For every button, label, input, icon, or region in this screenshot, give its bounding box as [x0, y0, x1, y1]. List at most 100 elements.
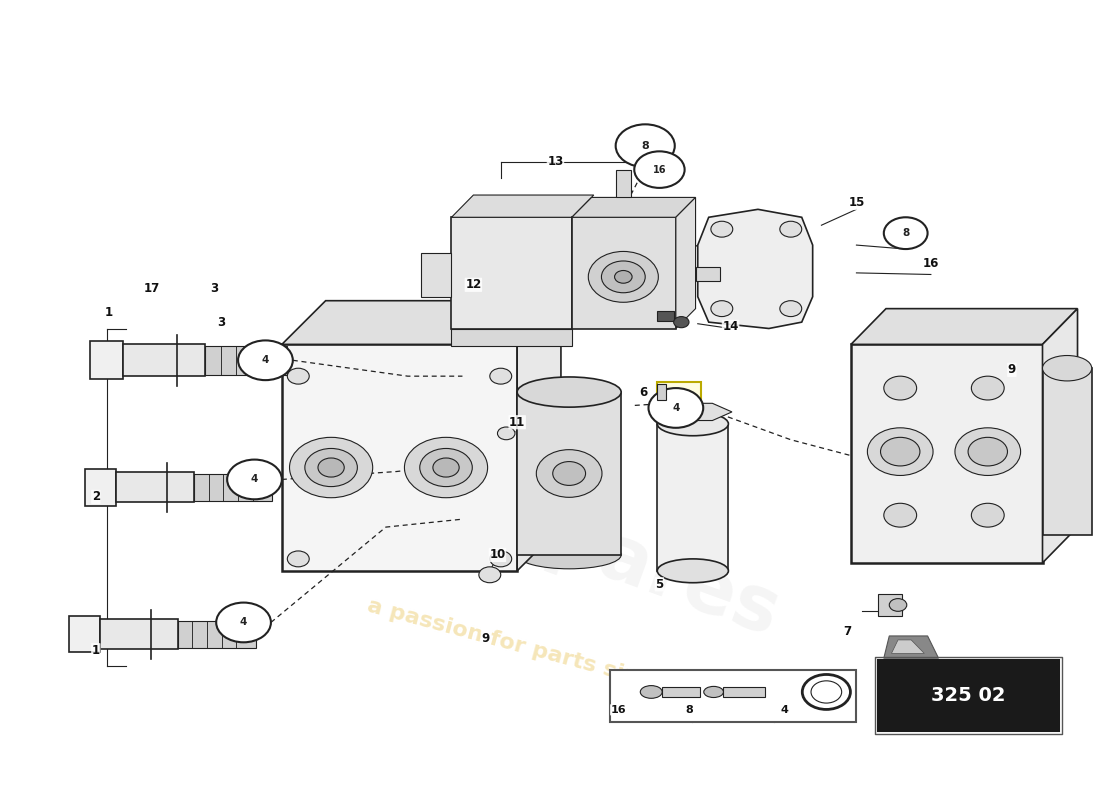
- FancyBboxPatch shape: [90, 342, 123, 379]
- Text: 4: 4: [240, 618, 248, 627]
- Text: 3: 3: [218, 316, 226, 329]
- Circle shape: [649, 388, 703, 428]
- FancyBboxPatch shape: [517, 392, 622, 555]
- Circle shape: [780, 301, 802, 317]
- Polygon shape: [282, 301, 561, 344]
- Text: 3: 3: [210, 282, 218, 295]
- Circle shape: [588, 251, 658, 302]
- Polygon shape: [697, 210, 813, 329]
- Circle shape: [490, 551, 512, 567]
- FancyBboxPatch shape: [451, 329, 572, 346]
- Text: 13: 13: [548, 155, 563, 168]
- FancyBboxPatch shape: [100, 619, 178, 650]
- Circle shape: [868, 428, 933, 475]
- Circle shape: [780, 222, 802, 237]
- Text: 11: 11: [509, 416, 526, 429]
- Circle shape: [305, 449, 358, 486]
- FancyBboxPatch shape: [451, 218, 572, 329]
- Circle shape: [497, 427, 515, 440]
- Text: 8: 8: [902, 228, 910, 238]
- Text: 9: 9: [482, 632, 490, 645]
- FancyBboxPatch shape: [123, 344, 206, 376]
- Text: 4: 4: [672, 403, 680, 413]
- Polygon shape: [1043, 309, 1078, 563]
- Text: 4: 4: [251, 474, 258, 485]
- Circle shape: [537, 450, 602, 498]
- Circle shape: [883, 376, 916, 400]
- Ellipse shape: [704, 686, 724, 698]
- Circle shape: [955, 428, 1021, 475]
- Circle shape: [433, 458, 459, 477]
- Ellipse shape: [658, 559, 728, 582]
- FancyBboxPatch shape: [572, 218, 675, 329]
- Circle shape: [968, 438, 1008, 466]
- FancyBboxPatch shape: [695, 266, 719, 281]
- Text: 17: 17: [143, 282, 160, 295]
- Circle shape: [802, 674, 850, 710]
- Text: eurospares: eurospares: [310, 418, 790, 653]
- FancyBboxPatch shape: [1043, 368, 1091, 535]
- Circle shape: [217, 602, 271, 642]
- Circle shape: [635, 151, 684, 188]
- Circle shape: [971, 503, 1004, 527]
- FancyBboxPatch shape: [610, 670, 857, 722]
- Bar: [878, 660, 1059, 731]
- Polygon shape: [451, 195, 594, 218]
- Circle shape: [711, 301, 733, 317]
- Text: 10: 10: [490, 549, 506, 562]
- Circle shape: [405, 438, 487, 498]
- Text: 8: 8: [685, 705, 693, 715]
- Text: 12: 12: [465, 278, 482, 291]
- FancyBboxPatch shape: [616, 170, 631, 198]
- Text: 2: 2: [91, 490, 100, 503]
- Circle shape: [971, 376, 1004, 400]
- Bar: [876, 658, 1063, 734]
- Ellipse shape: [658, 412, 728, 436]
- FancyBboxPatch shape: [68, 616, 100, 653]
- Circle shape: [811, 681, 842, 703]
- Circle shape: [711, 222, 733, 237]
- Ellipse shape: [517, 377, 622, 407]
- FancyBboxPatch shape: [421, 253, 451, 297]
- Polygon shape: [653, 403, 732, 421]
- Text: 5: 5: [656, 578, 663, 591]
- Circle shape: [602, 261, 646, 293]
- FancyBboxPatch shape: [85, 470, 117, 506]
- Text: 8: 8: [641, 141, 649, 150]
- FancyBboxPatch shape: [851, 344, 1043, 563]
- Polygon shape: [851, 309, 1078, 344]
- FancyBboxPatch shape: [282, 344, 517, 571]
- Text: 4: 4: [781, 705, 789, 715]
- Circle shape: [615, 270, 632, 283]
- Text: 4: 4: [262, 355, 270, 366]
- Text: 6: 6: [639, 386, 647, 398]
- Text: 1: 1: [104, 306, 113, 319]
- Ellipse shape: [640, 686, 662, 698]
- Circle shape: [478, 567, 500, 582]
- Text: 16: 16: [610, 705, 626, 715]
- Circle shape: [238, 341, 293, 380]
- FancyBboxPatch shape: [658, 311, 673, 321]
- Text: 7: 7: [844, 626, 851, 638]
- Circle shape: [227, 459, 282, 499]
- Polygon shape: [572, 198, 695, 218]
- FancyBboxPatch shape: [195, 474, 273, 501]
- Text: 1: 1: [91, 644, 100, 657]
- Circle shape: [490, 368, 512, 384]
- Circle shape: [289, 438, 373, 498]
- Text: 325 02: 325 02: [932, 686, 1005, 705]
- Polygon shape: [675, 198, 695, 329]
- Polygon shape: [891, 640, 924, 654]
- FancyBboxPatch shape: [178, 621, 256, 648]
- Circle shape: [318, 458, 344, 477]
- Text: 15: 15: [848, 197, 865, 210]
- FancyBboxPatch shape: [658, 424, 728, 571]
- Circle shape: [287, 551, 309, 567]
- Bar: [658, 382, 701, 410]
- Circle shape: [883, 503, 916, 527]
- Text: 9: 9: [1008, 363, 1016, 376]
- Circle shape: [287, 368, 309, 384]
- Ellipse shape: [517, 541, 622, 569]
- FancyBboxPatch shape: [724, 687, 766, 697]
- FancyBboxPatch shape: [117, 472, 195, 502]
